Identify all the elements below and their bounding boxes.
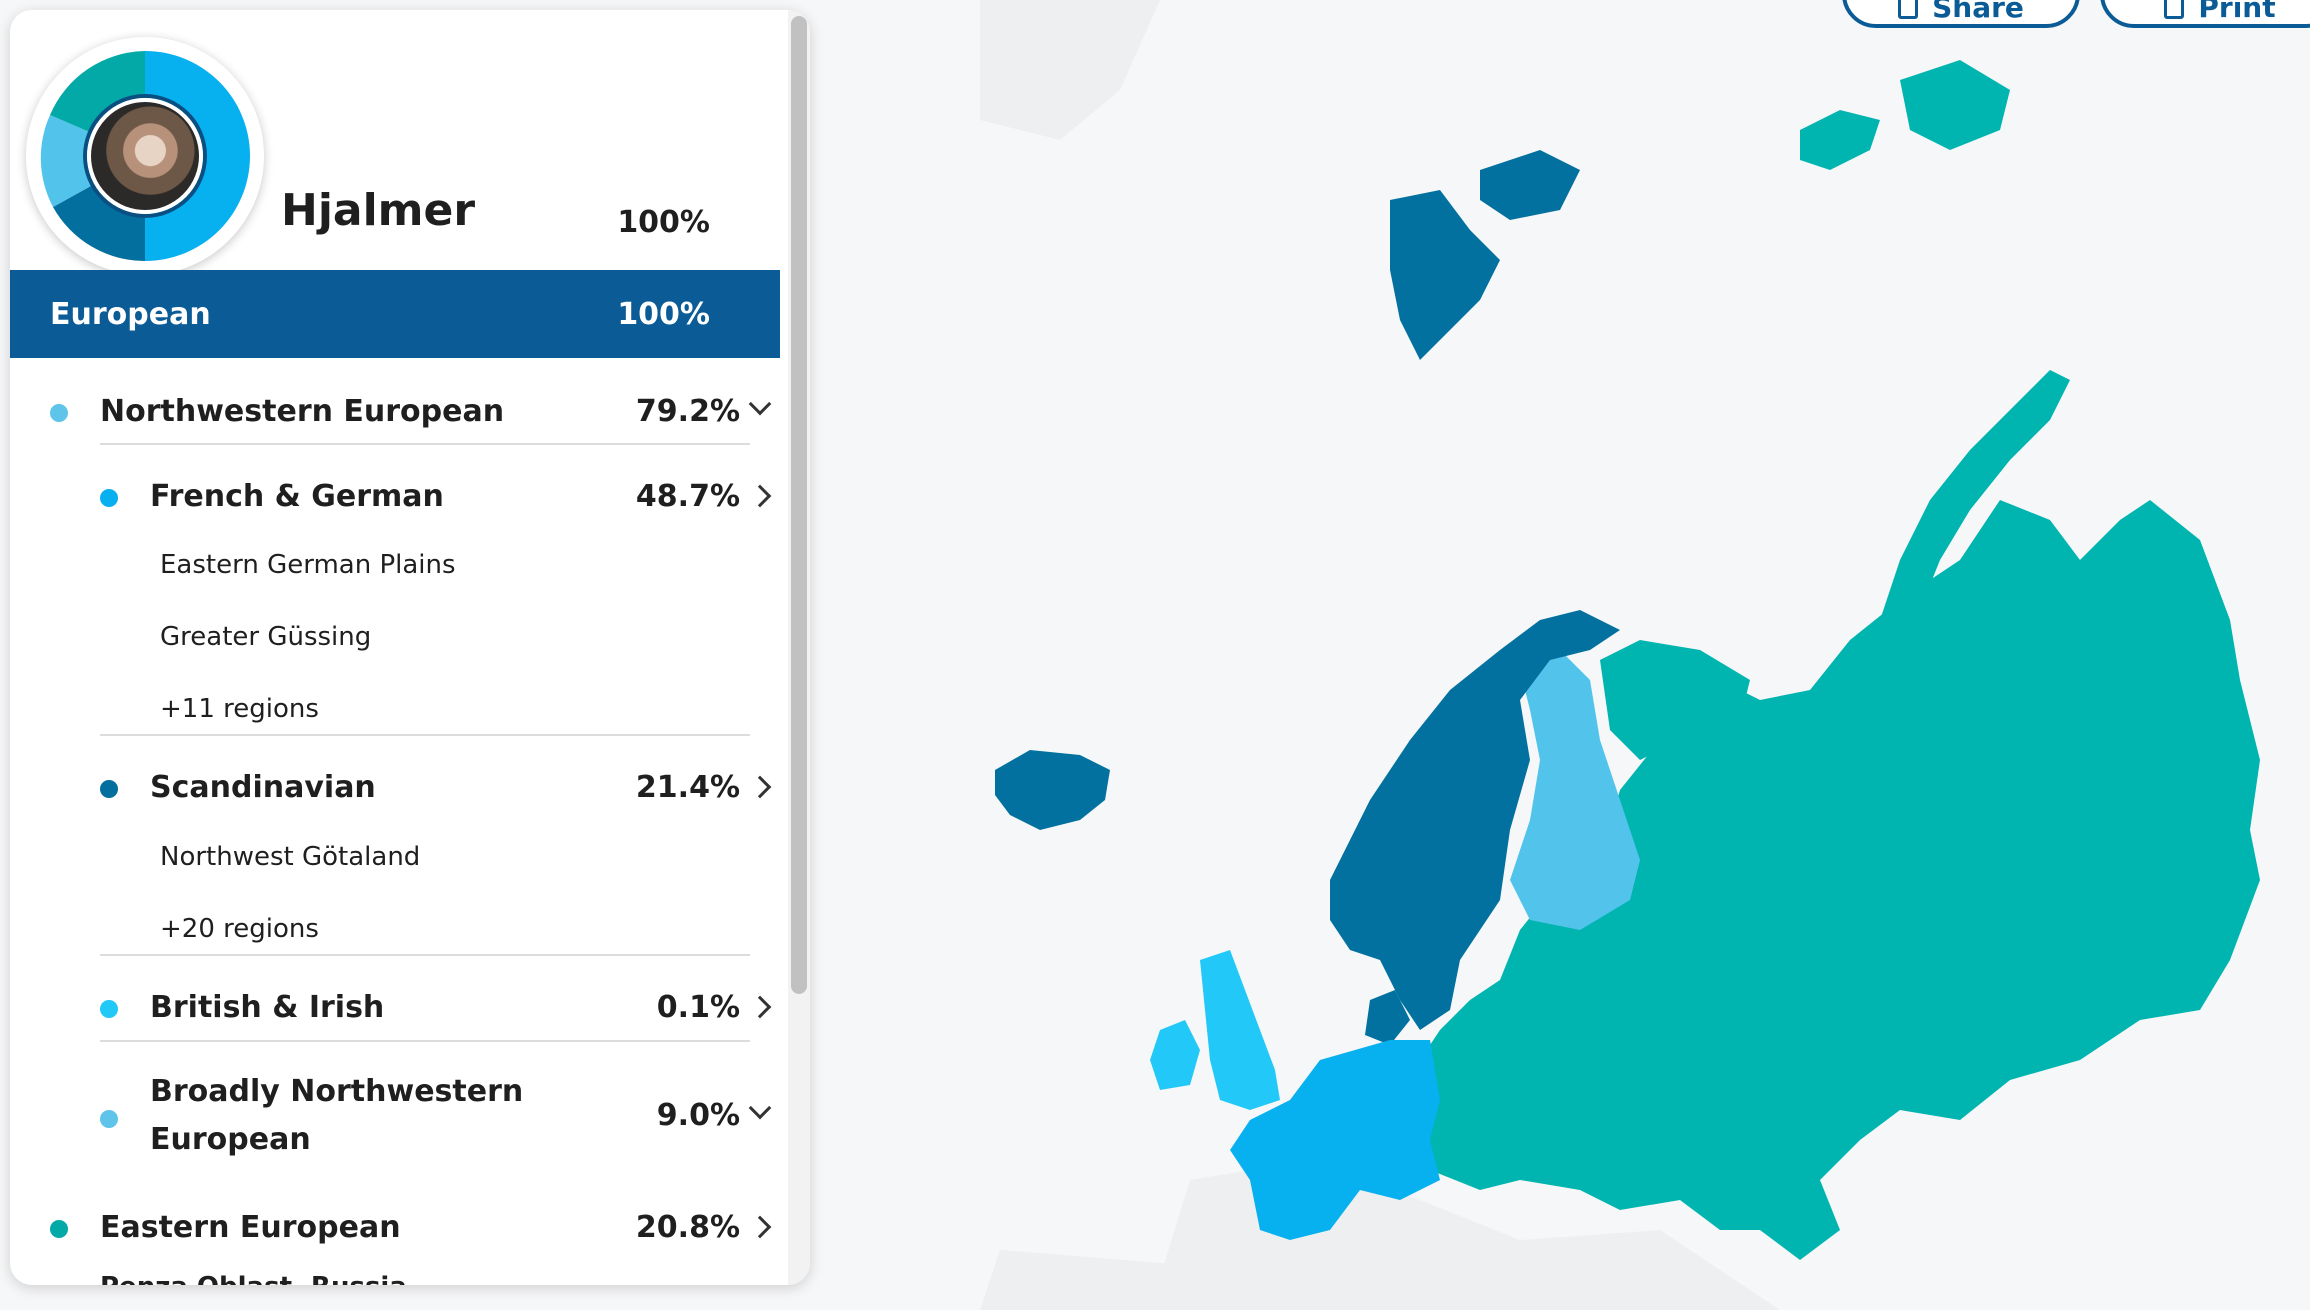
share-icon — [1898, 0, 1919, 19]
divider — [100, 1040, 750, 1042]
region-franz-josef-land[interactable] — [1800, 60, 2010, 170]
share-button[interactable]: Share — [1842, 0, 2080, 28]
ethnicity-percent: 79.2% — [635, 394, 740, 429]
print-icon — [2164, 0, 2185, 19]
region-ireland[interactable] — [1150, 1020, 1200, 1090]
category-european[interactable]: European 100% — [10, 270, 780, 358]
category-percent: 100% — [617, 296, 710, 332]
ethnicity-label: Northwestern European — [100, 394, 505, 429]
bullet-dot-icon — [100, 1110, 118, 1128]
bullet-dot-icon — [100, 1000, 118, 1018]
ethnicity-percent: 21.4% — [635, 770, 740, 805]
avatar[interactable] — [87, 98, 203, 214]
chevron-right-icon[interactable] — [748, 995, 772, 1019]
region-novaya-zemlya[interactable] — [1880, 370, 2070, 620]
profile-header: Hjalmer 100% — [10, 10, 780, 275]
print-button[interactable]: Print — [2100, 0, 2310, 28]
ethnicity-percent: 48.7% — [635, 479, 740, 514]
region-britain[interactable] — [1200, 950, 1280, 1110]
ethnicity-percent: 9.0% — [656, 1098, 740, 1133]
region-scandinavia[interactable] — [1330, 610, 1620, 1030]
chevron-down-icon[interactable] — [748, 1096, 772, 1120]
chevron-right-icon[interactable] — [748, 775, 772, 799]
share-label: Share — [1932, 0, 2024, 24]
category-label: European — [50, 296, 211, 332]
region-link[interactable]: Eastern German Plains — [160, 550, 456, 580]
region-poland[interactable] — [1430, 1020, 1580, 1140]
chevron-down-icon[interactable] — [748, 392, 772, 416]
ethnicity-donut-chart — [26, 37, 264, 275]
region-finland[interactable] — [1510, 650, 1640, 930]
ethnicity-label: French & German — [150, 479, 444, 514]
chevron-right-icon[interactable] — [748, 1215, 772, 1239]
ethnicity-percent: 20.8% — [635, 1210, 740, 1245]
profile-name: Hjalmer — [281, 185, 476, 236]
ethnicity-label: Scandinavian — [150, 770, 376, 805]
ethnicity-percent: 0.1% — [656, 990, 740, 1025]
chevron-right-icon[interactable] — [748, 484, 772, 508]
region-link[interactable]: Greater Güssing — [160, 622, 372, 652]
ethnicity-label-line1: Broadly Northwestern — [150, 1074, 524, 1109]
scrollbar-thumb[interactable] — [791, 16, 807, 994]
ethnicity-label: British & Irish — [150, 990, 385, 1025]
ethnicity-panel: Hjalmer 100% European 100% Northwestern … — [10, 10, 810, 1285]
more-regions-link[interactable]: +11 regions — [160, 694, 319, 724]
land-greenland — [980, 0, 1160, 140]
region-denmark[interactable] — [1365, 990, 1410, 1045]
divider — [100, 443, 750, 445]
region-link-cutoff[interactable]: Penza Oblast, Russia — [100, 1272, 407, 1285]
more-regions-link[interactable]: +20 regions — [160, 914, 319, 944]
bullet-dot-icon — [100, 489, 118, 507]
region-kola[interactable] — [1600, 640, 1750, 760]
profile-total-percent: 100% — [617, 205, 710, 240]
divider — [100, 734, 750, 736]
region-iceland[interactable] — [995, 750, 1110, 830]
bullet-dot-icon — [50, 404, 68, 422]
print-label: Print — [2198, 0, 2276, 24]
bullet-dot-icon — [100, 780, 118, 798]
ethnicity-label: Eastern European — [100, 1210, 401, 1245]
region-eastern-europe[interactable] — [1400, 500, 2260, 1260]
region-svalbard[interactable] — [1390, 150, 1580, 360]
bullet-dot-icon — [50, 1220, 68, 1238]
region-baltics[interactable] — [1520, 920, 1610, 1030]
region-france-germany[interactable] — [1230, 1040, 1440, 1240]
land-north-africa — [980, 1250, 1300, 1310]
ethnicity-label-line2: European — [150, 1122, 311, 1157]
region-link[interactable]: Northwest Götaland — [160, 842, 421, 872]
divider — [100, 954, 750, 956]
